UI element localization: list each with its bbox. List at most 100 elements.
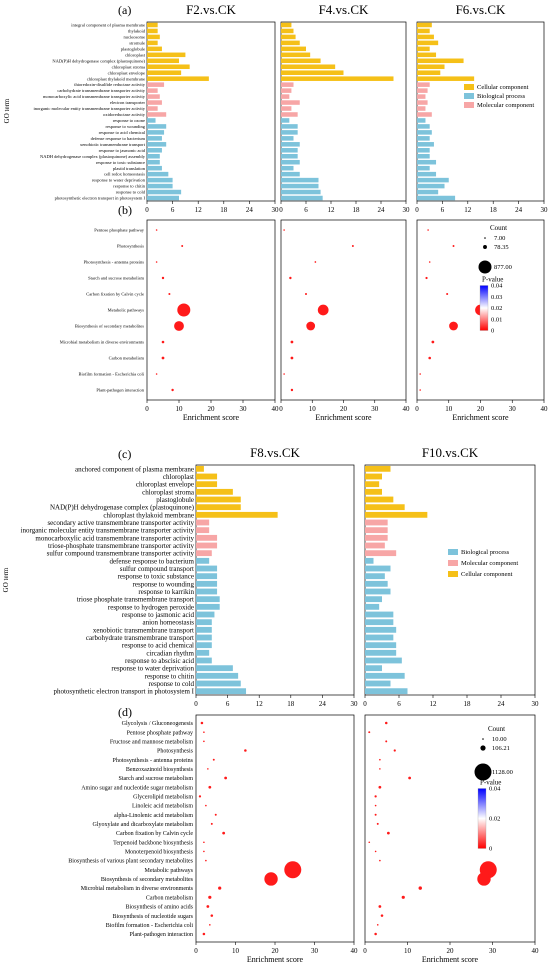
- category-label: response to chitin: [113, 184, 145, 189]
- bar: [147, 34, 160, 40]
- bubble: [290, 388, 294, 392]
- legend-label: Biological process: [477, 93, 526, 100]
- x-tick-label: 40: [532, 947, 540, 955]
- bubble: [376, 822, 379, 825]
- category-label: Biofilm formation - Escherichia coli: [79, 372, 145, 377]
- bar: [417, 189, 439, 195]
- bar: [281, 171, 300, 177]
- x-tick-label: 18: [464, 700, 472, 708]
- category-label: response to jasmonic acid: [99, 148, 146, 153]
- color-legend-label: 0.01: [491, 316, 502, 323]
- bubble: [374, 932, 377, 936]
- color-legend-label: 0.03: [491, 294, 502, 301]
- bar: [417, 40, 439, 46]
- bar: [365, 496, 394, 503]
- bubble: [203, 850, 205, 853]
- category-label: photosynthetic electron transport in pho…: [53, 688, 194, 696]
- x-tick-label: 10: [404, 947, 412, 955]
- size-legend-dot: [474, 763, 492, 781]
- bubble: [368, 841, 371, 844]
- category-label: Pentose phosphate pathway: [127, 730, 193, 736]
- bar: [365, 519, 388, 526]
- category-label: NADH dehydrogenase complex (plastoquinon…: [40, 154, 146, 159]
- bar: [147, 100, 162, 105]
- x-tick-label: 40: [403, 405, 411, 413]
- category-label: Glyoxylate and dicarboxylate metabolism: [93, 822, 194, 828]
- category-label: NAD(P)H dehydrogenase complex (plastoqui…: [52, 58, 145, 63]
- bubble: [205, 804, 207, 807]
- bar: [281, 112, 298, 117]
- bubble: [379, 768, 381, 770]
- bubble: [379, 758, 381, 761]
- bar: [196, 619, 212, 626]
- panel-letter: (c): [118, 447, 131, 461]
- category-label: sulfur compound transport: [120, 565, 194, 573]
- bubble: [374, 795, 377, 798]
- plot-frame: [416, 21, 545, 202]
- x-tick-label: 40: [272, 405, 280, 413]
- bubble: [317, 304, 329, 316]
- bubble: [155, 373, 158, 375]
- bubble: [209, 924, 211, 926]
- x-tick-label: 40: [351, 947, 359, 955]
- category-label: monocarboxylic acid transmembrane transp…: [43, 94, 146, 99]
- bubble: [290, 340, 294, 344]
- legend-swatch: [448, 549, 458, 555]
- x-tick-label: 10: [309, 405, 317, 413]
- bubble: [374, 804, 377, 807]
- bar: [196, 481, 218, 488]
- bubble: [386, 831, 390, 835]
- color-legend-label: 0: [489, 846, 492, 853]
- bubble: [306, 321, 316, 331]
- bar: [281, 88, 292, 93]
- size-legend-dot: [480, 745, 486, 751]
- category-label: inorganic molecular entity transmembrane…: [33, 106, 145, 111]
- bubble: [428, 356, 431, 360]
- bar: [365, 657, 402, 664]
- bubble: [419, 389, 421, 391]
- x-tick-label: 0: [363, 947, 367, 955]
- category-label: Metabolic pathways: [108, 308, 145, 313]
- category-label: cell redox homeostasis: [104, 172, 145, 177]
- bar: [281, 195, 323, 201]
- category-label: response to chitin: [145, 672, 195, 680]
- category-label: Monoterpenoid biosynthesis: [125, 850, 194, 856]
- bar: [281, 52, 311, 58]
- bubble: [385, 740, 388, 743]
- x-tick-label: 30: [272, 206, 280, 214]
- plot-frame: [195, 464, 355, 696]
- bar: [281, 153, 298, 159]
- x-axis-title: Enrichment score: [422, 955, 479, 964]
- bar: [281, 165, 294, 171]
- bar: [196, 557, 210, 564]
- bar: [417, 171, 437, 177]
- bar: [365, 542, 385, 549]
- plot-frame: [280, 219, 407, 401]
- x-tick-label: 20: [447, 947, 455, 955]
- category-label: carbohydrate transmembrane transporter a…: [57, 88, 145, 93]
- x-tick-label: 12: [464, 206, 472, 214]
- x-tick-label: 20: [208, 405, 216, 413]
- bar: [417, 52, 437, 58]
- color-legend-label: 0: [491, 328, 494, 335]
- category-label: chloroplast envelope: [136, 481, 194, 489]
- category-label: Photosynthesis - antenna proteins: [113, 758, 194, 764]
- bubble: [284, 861, 302, 879]
- bubble: [174, 321, 184, 331]
- bar: [281, 76, 394, 81]
- bar: [417, 130, 432, 135]
- bar: [147, 124, 167, 129]
- bar: [196, 588, 218, 595]
- bar: [147, 22, 158, 28]
- category-label: xenobiotic transmembrane transport: [93, 626, 194, 634]
- category-label: Benzoxazinoid biosynthesis: [126, 767, 194, 773]
- bar: [147, 183, 173, 189]
- category-label: Biosynthesis of nucleotide sugars: [113, 913, 194, 920]
- category-label: plastid translation: [113, 166, 146, 171]
- x-tick-label: 0: [279, 206, 283, 214]
- x-tick-label: 20: [272, 947, 280, 955]
- x-tick-label: 12: [256, 700, 264, 708]
- x-tick-label: 0: [194, 947, 198, 955]
- bar: [365, 596, 382, 603]
- bar: [196, 511, 278, 518]
